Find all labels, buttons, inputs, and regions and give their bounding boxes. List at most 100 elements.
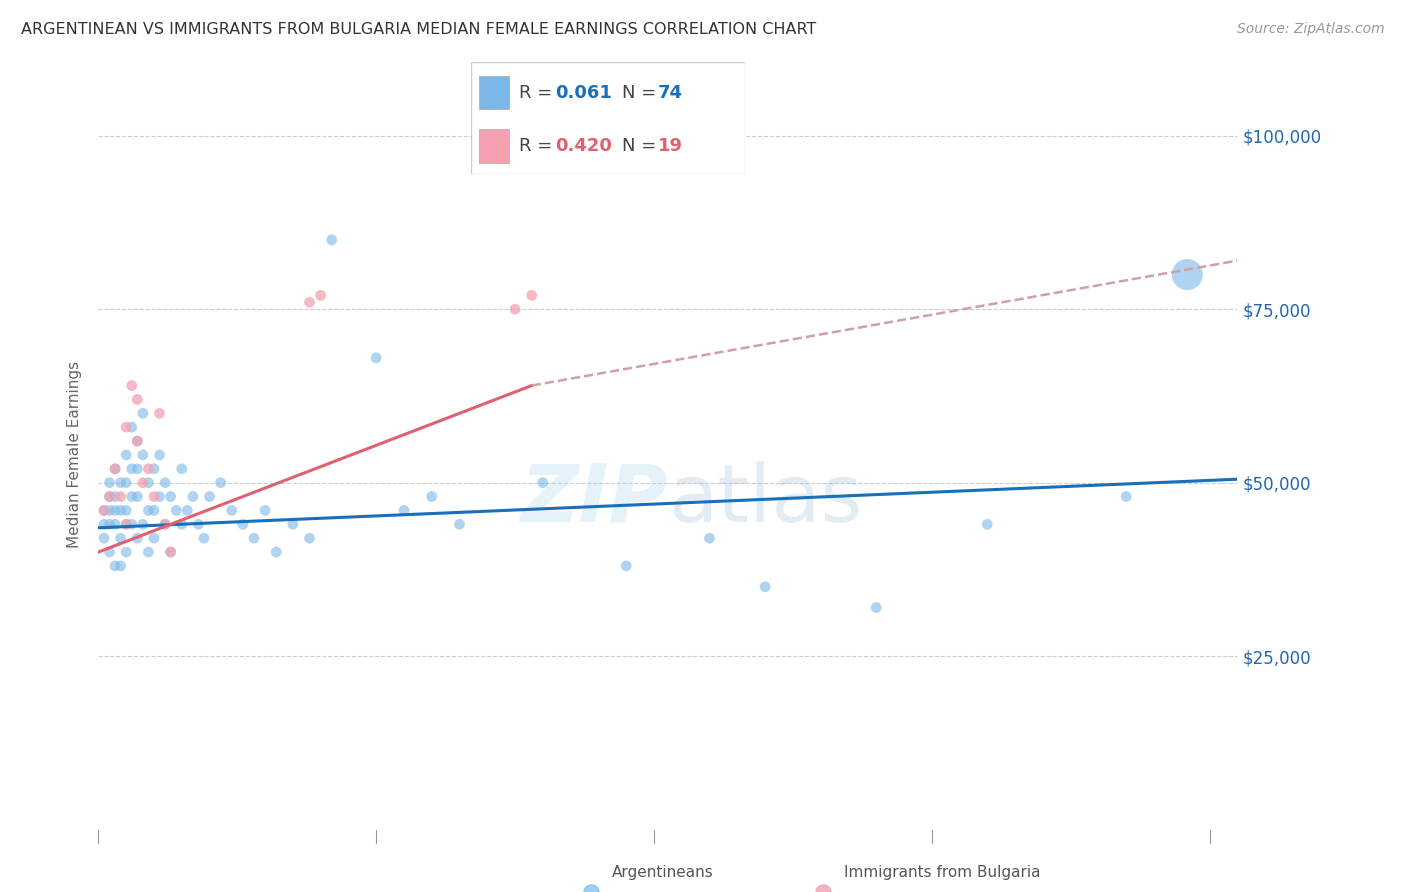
Point [98, 503, 121, 517]
Text: R =: R = [519, 137, 558, 155]
Point [104, 517, 127, 532]
Point [148, 406, 170, 420]
Text: 0.420: 0.420 [554, 137, 612, 155]
Point [132, 475, 155, 490]
Point [531, 475, 554, 490]
Point [143, 503, 166, 517]
Bar [479, 76, 509, 109]
Point [392, 503, 415, 517]
Point [153, 517, 176, 532]
Point [138, 462, 160, 476]
Point [503, 302, 526, 317]
Point [127, 490, 149, 504]
Point [93, 531, 115, 545]
Point [148, 490, 170, 504]
Point [976, 517, 998, 532]
Point [614, 558, 637, 573]
Point [121, 420, 143, 434]
Point [115, 545, 138, 559]
Point [309, 288, 332, 302]
Point [132, 406, 155, 420]
Point [132, 517, 155, 532]
Point [232, 517, 254, 532]
Point [170, 462, 193, 476]
Point [98, 490, 121, 504]
Point [143, 490, 166, 504]
Point [159, 545, 181, 559]
Point [98, 490, 121, 504]
Point [115, 517, 138, 532]
Point [176, 503, 198, 517]
Point [153, 475, 176, 490]
Point [520, 288, 543, 302]
Point [104, 558, 127, 573]
Point [264, 545, 287, 559]
Point [110, 558, 132, 573]
Text: 19: 19 [658, 137, 682, 155]
Point [243, 531, 266, 545]
Point [254, 503, 277, 517]
Point [121, 490, 143, 504]
Point [209, 475, 232, 490]
Point [127, 392, 149, 407]
Point [754, 580, 776, 594]
Point [93, 517, 115, 532]
Point [159, 545, 181, 559]
Point [221, 503, 243, 517]
Point [132, 448, 155, 462]
Bar [479, 129, 509, 162]
Point [93, 503, 115, 517]
Point [121, 517, 143, 532]
Text: Immigrants from Bulgaria: Immigrants from Bulgaria [844, 865, 1040, 880]
Point [115, 448, 138, 462]
Point [127, 434, 149, 448]
Point [138, 503, 160, 517]
Point [699, 531, 721, 545]
Point [321, 233, 343, 247]
Point [127, 462, 149, 476]
Point [165, 503, 187, 517]
Point [104, 490, 127, 504]
Text: ZIP: ZIP [520, 461, 668, 539]
Point [121, 378, 143, 392]
Point [298, 531, 321, 545]
Y-axis label: Median Female Earnings: Median Female Earnings [67, 361, 83, 549]
Point [366, 351, 388, 365]
Point [110, 490, 132, 504]
Point [198, 490, 221, 504]
Point [138, 545, 160, 559]
Point [104, 503, 127, 517]
Point [104, 462, 127, 476]
Text: ARGENTINEAN VS IMMIGRANTS FROM BULGARIA MEDIAN FEMALE EARNINGS CORRELATION CHART: ARGENTINEAN VS IMMIGRANTS FROM BULGARIA … [21, 22, 817, 37]
Point [143, 462, 166, 476]
Point [159, 490, 181, 504]
Point [148, 448, 170, 462]
Text: Source: ZipAtlas.com: Source: ZipAtlas.com [1237, 22, 1385, 37]
Text: N =: N = [621, 84, 662, 102]
Text: N =: N = [621, 137, 662, 155]
Point [115, 517, 138, 532]
Point [115, 475, 138, 490]
Point [1175, 268, 1198, 282]
Point [143, 531, 166, 545]
Point [98, 545, 121, 559]
Point [98, 517, 121, 532]
Point [298, 295, 321, 310]
Point [181, 490, 204, 504]
Text: 0.061: 0.061 [554, 84, 612, 102]
Point [170, 517, 193, 532]
Point [420, 490, 443, 504]
Point [115, 420, 138, 434]
Point [127, 531, 149, 545]
Text: atlas: atlas [668, 461, 862, 539]
Point [110, 503, 132, 517]
Point [110, 475, 132, 490]
Text: 74: 74 [658, 84, 682, 102]
Point [98, 475, 121, 490]
Point [193, 531, 215, 545]
Point [449, 517, 471, 532]
Point [865, 600, 887, 615]
Point [153, 517, 176, 532]
Point [138, 475, 160, 490]
Point [1115, 490, 1137, 504]
